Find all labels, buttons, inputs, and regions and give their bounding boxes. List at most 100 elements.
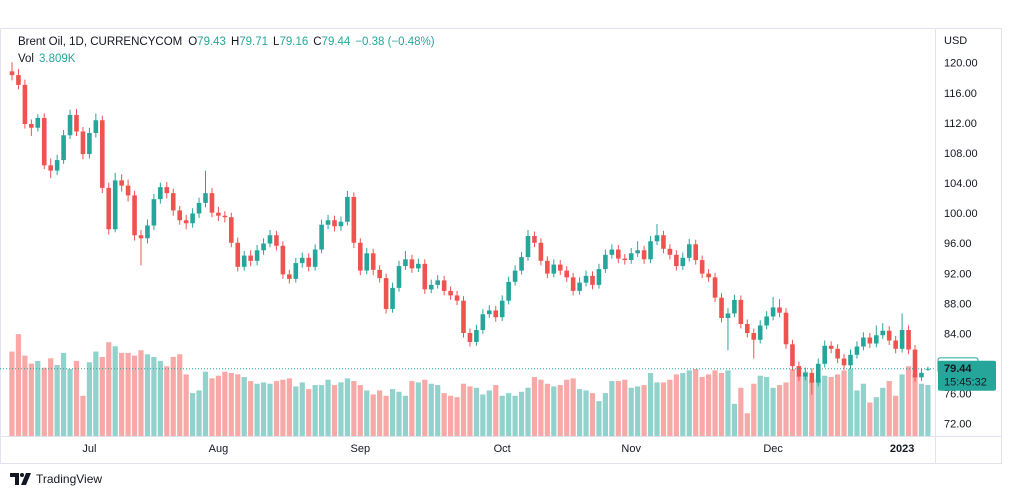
ohlc-value: 79.43 bbox=[197, 36, 226, 48]
volume-bar bbox=[344, 378, 350, 436]
candle-body bbox=[757, 325, 763, 340]
volume-bar bbox=[628, 387, 634, 436]
candle-body bbox=[848, 354, 853, 366]
change: −0.38 (−0.48%) bbox=[355, 36, 435, 48]
candle-body bbox=[512, 270, 518, 282]
y-tick-label: 116.00 bbox=[944, 88, 977, 100]
candle-body bbox=[390, 287, 395, 309]
candle-body bbox=[74, 114, 79, 132]
candle-body bbox=[712, 277, 718, 298]
candle-body bbox=[319, 224, 324, 250]
candle-body bbox=[628, 253, 634, 261]
candle-body bbox=[783, 312, 789, 345]
candle-body bbox=[332, 220, 337, 227]
candle-body bbox=[261, 243, 266, 251]
candle-body bbox=[828, 345, 834, 349]
volume-bar bbox=[54, 364, 60, 436]
volume-bar bbox=[119, 352, 125, 436]
candle-body bbox=[835, 348, 840, 359]
candle-body bbox=[93, 120, 99, 134]
candle-body bbox=[603, 254, 608, 270]
candle-body bbox=[764, 316, 769, 326]
candle-body bbox=[919, 372, 924, 378]
last-price-box bbox=[938, 360, 996, 391]
volume-bar bbox=[602, 393, 609, 436]
volume-bar bbox=[473, 387, 480, 436]
volume-bar bbox=[460, 383, 467, 436]
ohlc-label: L bbox=[273, 36, 280, 48]
candle-body bbox=[577, 282, 582, 291]
volume-bar bbox=[196, 390, 202, 436]
candle-body bbox=[880, 330, 886, 336]
volume-bar bbox=[377, 390, 383, 436]
candle-body bbox=[545, 260, 550, 274]
volume-bar bbox=[828, 377, 834, 436]
volume-bar bbox=[286, 378, 292, 436]
volume-bar bbox=[312, 385, 318, 436]
candle-body bbox=[29, 123, 34, 128]
ohlc-label: O bbox=[188, 36, 198, 48]
candle-body bbox=[125, 185, 131, 196]
candle-body bbox=[274, 235, 279, 246]
candle-body bbox=[841, 358, 847, 366]
candle-body bbox=[583, 275, 589, 283]
candle-body bbox=[106, 187, 112, 230]
legend-row: Brent Oil, 1D, CURRENCYCOM O79.43 H79.71 L7… bbox=[18, 35, 440, 50]
candle-body bbox=[306, 257, 311, 267]
volume-bar bbox=[641, 385, 647, 436]
y-tick-label: 104.00 bbox=[944, 178, 978, 190]
volume-bar bbox=[518, 391, 525, 436]
volume-bar bbox=[854, 390, 860, 436]
volume-bar bbox=[557, 385, 563, 436]
volume-bar bbox=[235, 374, 241, 436]
volume-bar bbox=[467, 386, 473, 436]
volume-bar bbox=[731, 403, 738, 436]
candle-body bbox=[119, 180, 124, 186]
candle-body bbox=[190, 213, 195, 224]
logo bbox=[10, 473, 31, 485]
volume-bar bbox=[351, 381, 357, 436]
candle-body bbox=[532, 236, 537, 243]
volume-bar bbox=[867, 402, 873, 436]
ohlc-label: C bbox=[313, 36, 322, 48]
candle-body bbox=[725, 313, 731, 318]
volume-bar bbox=[331, 385, 338, 436]
candle-body bbox=[345, 196, 350, 222]
x-tick-label: Sep bbox=[351, 443, 371, 455]
candle-body bbox=[693, 244, 699, 261]
volume-bar bbox=[860, 383, 867, 436]
candle-body bbox=[222, 215, 228, 218]
volume-bar bbox=[86, 362, 92, 436]
candle-body bbox=[16, 75, 21, 85]
volume-bar bbox=[506, 393, 512, 436]
volume-bar bbox=[764, 377, 770, 436]
last-price-label: 79.44 bbox=[944, 363, 972, 375]
candle-body bbox=[867, 337, 873, 344]
candle-body bbox=[506, 281, 511, 301]
volume-bar bbox=[893, 395, 899, 436]
ohlc-label: H bbox=[230, 36, 240, 48]
candle-body bbox=[435, 280, 441, 285]
volume-bar bbox=[177, 354, 183, 436]
candle-body bbox=[416, 263, 421, 269]
candle-body bbox=[158, 187, 163, 200]
volume-bar bbox=[41, 367, 47, 436]
volume-bar bbox=[905, 366, 912, 436]
volume-bar bbox=[415, 382, 421, 436]
candle-body bbox=[267, 235, 273, 244]
candle-body bbox=[480, 314, 486, 330]
volume-bar bbox=[402, 395, 409, 436]
volume-bar bbox=[725, 370, 731, 436]
volume-bar bbox=[886, 381, 892, 436]
volume-bar bbox=[789, 369, 796, 436]
volume-bar bbox=[686, 370, 692, 436]
volume-bar bbox=[718, 373, 725, 436]
candle-body bbox=[448, 290, 453, 296]
candle-body bbox=[686, 244, 692, 258]
footer: TradingView bbox=[10, 472, 102, 486]
candle-body bbox=[325, 220, 331, 225]
candle-body bbox=[699, 260, 705, 274]
candle-body bbox=[467, 332, 473, 343]
candle-body bbox=[706, 273, 711, 278]
volume-bar bbox=[183, 374, 189, 436]
